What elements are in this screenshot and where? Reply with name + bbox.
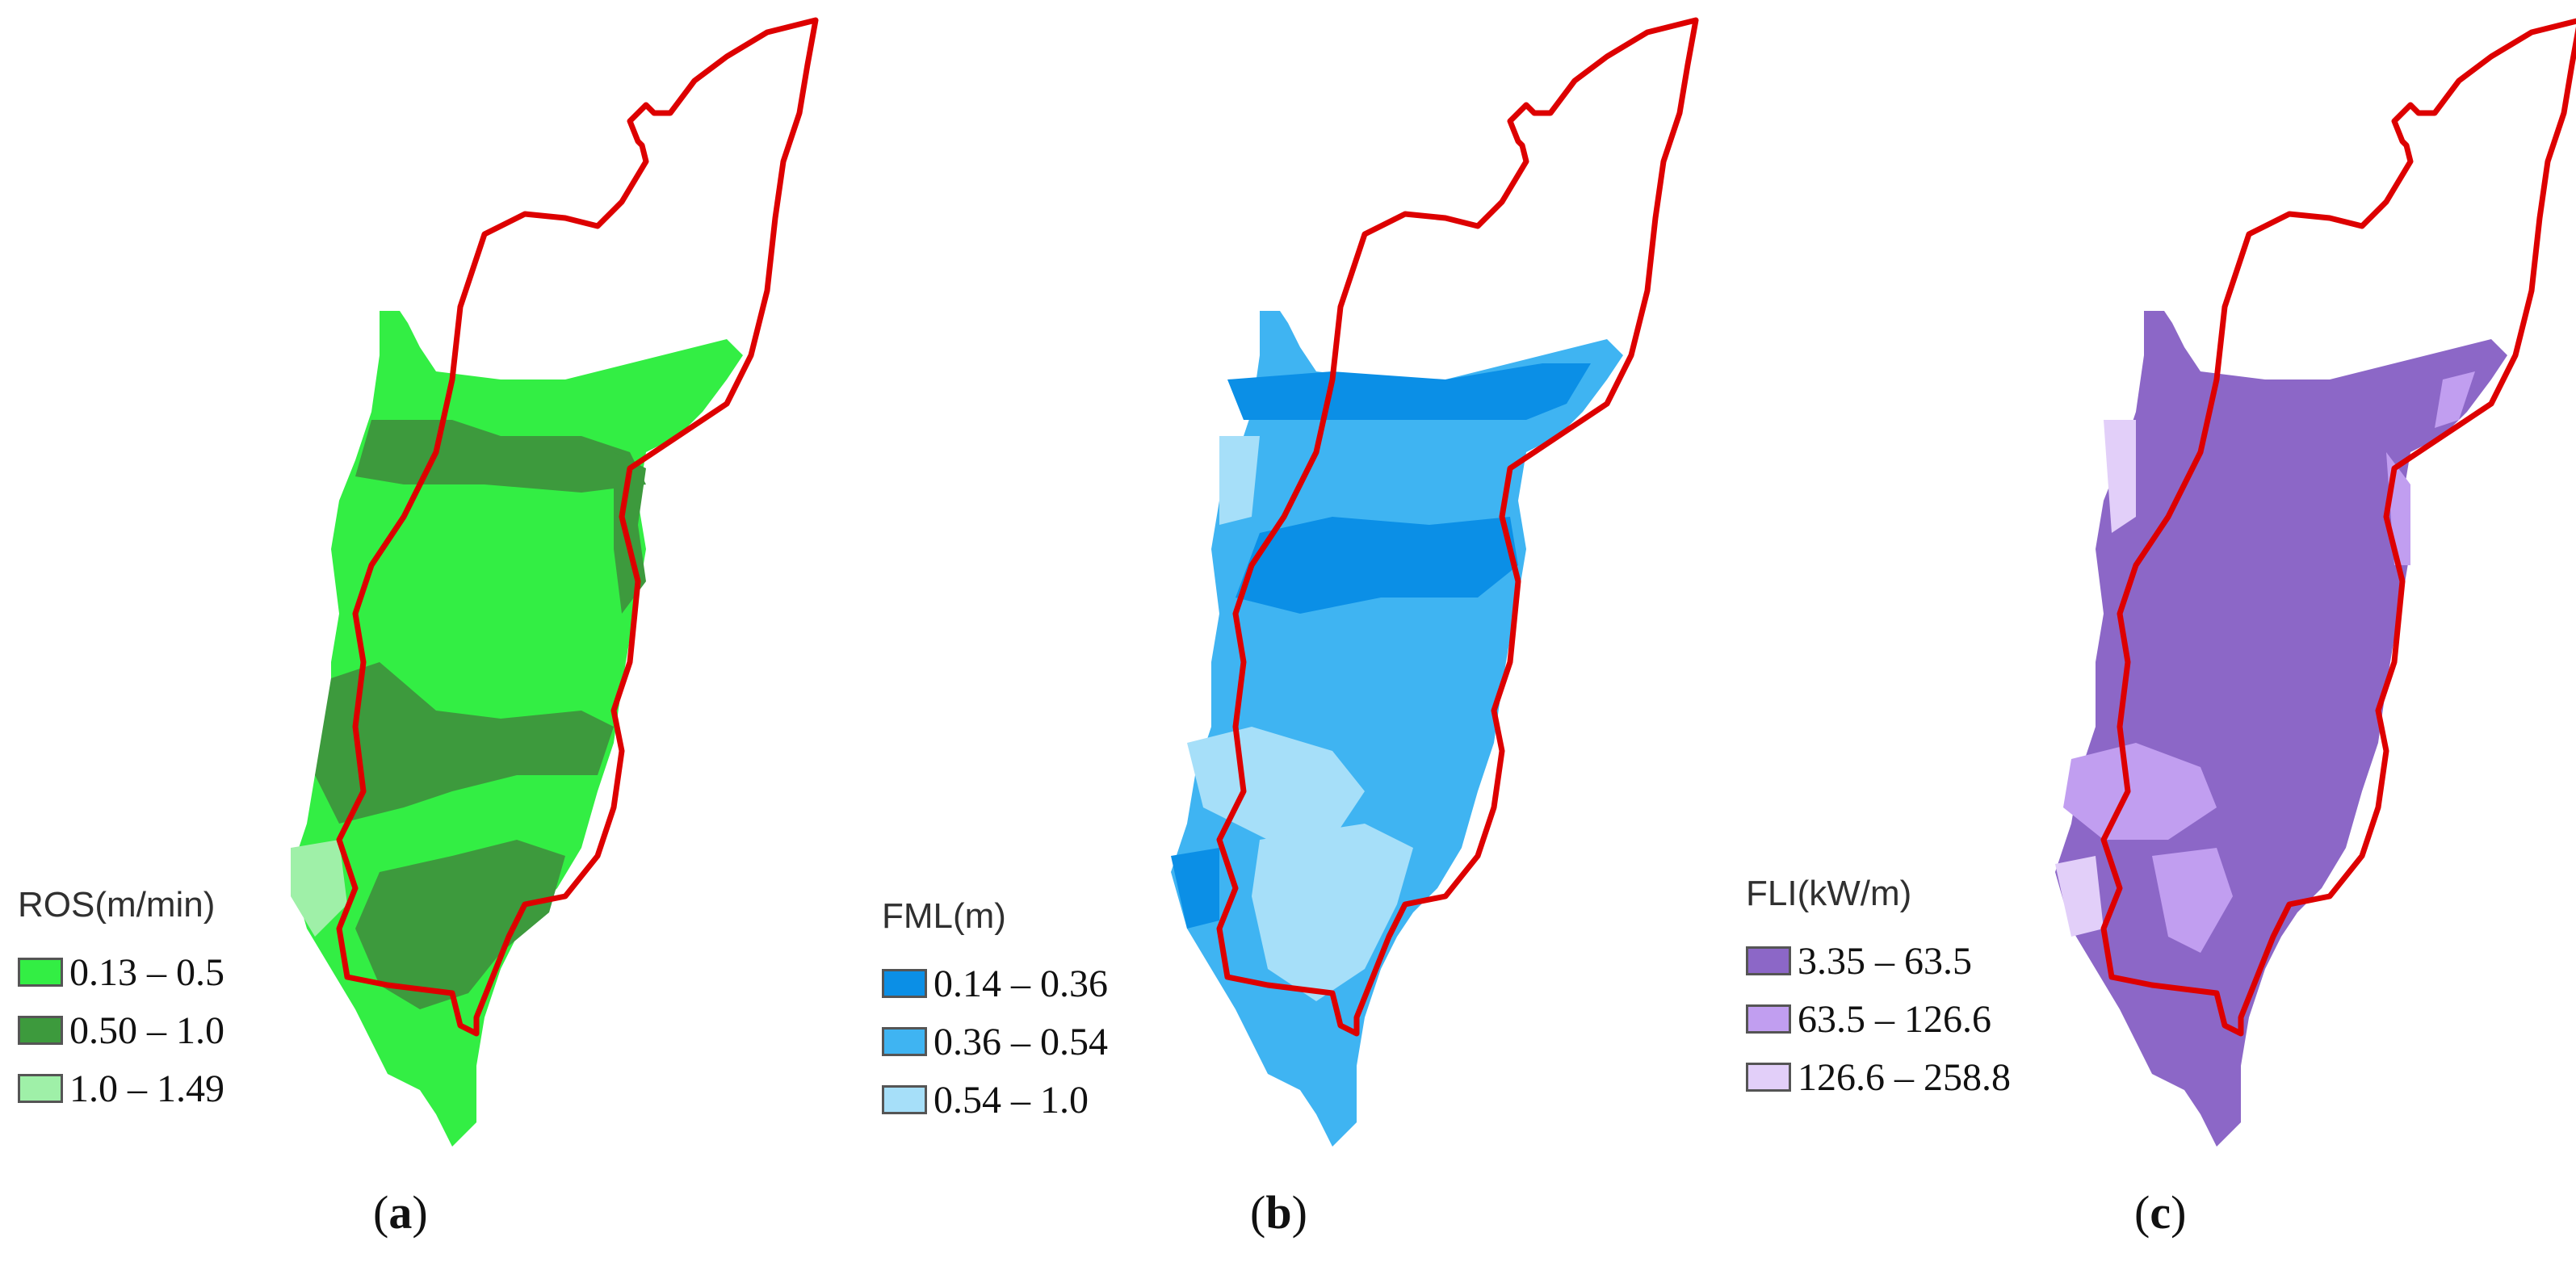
legend-item: 3.35 – 63.5	[1746, 932, 2011, 990]
legend-label: 0.13 – 0.5	[69, 950, 224, 994]
legend-item: 126.6 – 258.8	[1746, 1048, 2011, 1106]
legend-label: 3.35 – 63.5	[1798, 939, 1972, 983]
legend-item: 0.50 – 1.0	[18, 1001, 224, 1059]
legend-label: 0.54 – 1.0	[933, 1078, 1089, 1122]
legend-ros: ROS(m/min) 0.13 – 0.5 0.50 – 1.0 1.0 – 1…	[18, 885, 224, 1118]
legend-swatch	[18, 1016, 63, 1045]
legend-title: ROS(m/min)	[18, 885, 216, 925]
caption-letter: c	[2150, 1186, 2171, 1239]
legend-item: 0.36 – 0.54	[882, 1013, 1108, 1071]
legend-title: FLI(kW/m)	[1746, 874, 1912, 913]
legend-label: 0.50 – 1.0	[69, 1009, 224, 1052]
legend-fml: FML(m) 0.14 – 0.36 0.36 – 0.54 0.54 – 1.…	[882, 896, 1108, 1129]
legend-label: 63.5 – 126.6	[1798, 997, 1991, 1041]
class-patch	[2055, 856, 2104, 937]
legend-item: 0.54 – 1.0	[882, 1071, 1108, 1129]
legend-swatch	[882, 1027, 927, 1056]
legend-label: 1.0 – 1.49	[69, 1067, 224, 1110]
legend-swatch	[18, 958, 63, 987]
panel-caption-c: (c)	[2134, 1186, 2187, 1239]
legend-swatch	[882, 1085, 927, 1114]
caption-letter: b	[1265, 1186, 1292, 1239]
legend-item: 1.0 – 1.49	[18, 1059, 224, 1118]
panel-caption-b: (b)	[1250, 1186, 1307, 1239]
legend-item: 0.13 – 0.5	[18, 943, 224, 1001]
legend-swatch	[1746, 1004, 1791, 1034]
legend-swatch	[882, 969, 927, 998]
legend-label: 126.6 – 258.8	[1798, 1055, 2011, 1099]
panel-a-map	[291, 20, 816, 1147]
legend-fli: FLI(kW/m) 3.35 – 63.5 63.5 – 126.6 126.6…	[1746, 874, 2011, 1106]
legend-item: 0.14 – 0.36	[882, 954, 1108, 1013]
legend-title: FML(m)	[882, 896, 1006, 936]
legend-item: 63.5 – 126.6	[1746, 990, 2011, 1048]
legend-label: 0.36 – 0.54	[933, 1020, 1108, 1063]
legend-swatch	[1746, 1063, 1791, 1092]
legend-label: 0.14 – 0.36	[933, 962, 1108, 1005]
legend-swatch	[1746, 946, 1791, 975]
panel-caption-a: (a)	[373, 1186, 428, 1239]
legend-swatch	[18, 1074, 63, 1103]
class-patch	[1171, 848, 1219, 929]
caption-letter: a	[388, 1186, 413, 1239]
panel-b-map	[1171, 20, 1696, 1147]
panel-c-map	[2055, 20, 2576, 1147]
